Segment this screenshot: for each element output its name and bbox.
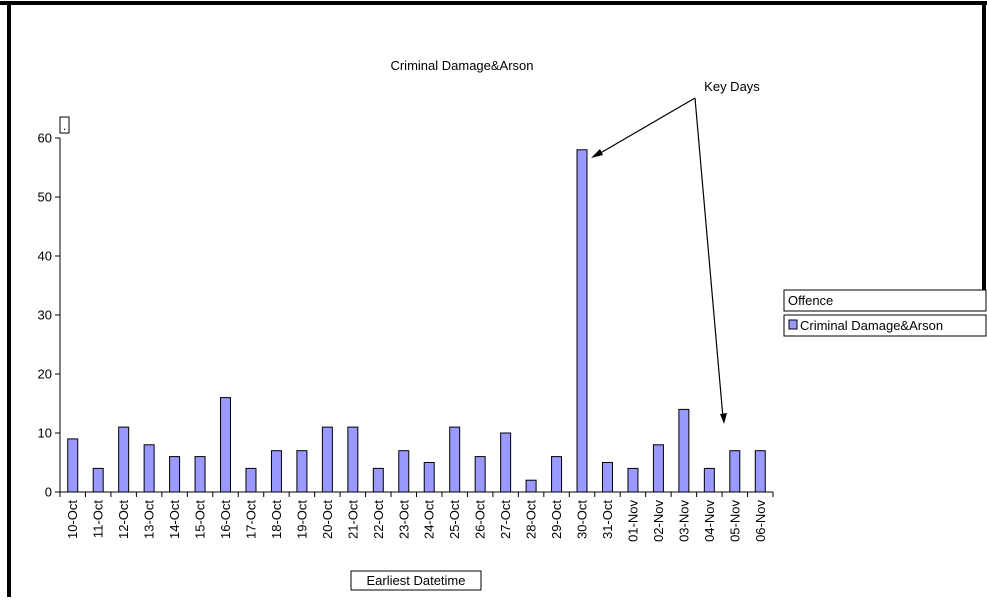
x-tick-label-26-Oct: 26-Oct [473, 500, 488, 539]
x-axis-label-box [350, 570, 482, 591]
bar-17-Oct [245, 467, 257, 493]
bar-14-Oct [169, 456, 181, 493]
x-tick-label-04-Nov: 04-Nov [702, 500, 717, 542]
x-tick-label-14-Oct: 14-Oct [167, 500, 182, 539]
y-tick-label: 0 [45, 485, 52, 500]
bar-29-Oct [551, 456, 563, 493]
y-axis-label-box [59, 116, 70, 134]
x-tick-label-10-Oct: 10-Oct [65, 500, 80, 539]
x-tick-label-29-Oct: 29-Oct [549, 500, 564, 539]
legend-title: Offence [788, 293, 833, 308]
bar-13-Oct [143, 444, 155, 493]
bar-23-Oct [398, 450, 410, 493]
bar-21-Oct [347, 426, 359, 493]
arrowhead-05-nov [720, 413, 727, 424]
x-tick-label-28-Oct: 28-Oct [524, 500, 539, 539]
x-tick-label-01-Nov: 01-Nov [625, 500, 640, 542]
x-tick-label-23-Oct: 23-Oct [396, 500, 411, 539]
bar-05-Nov [729, 450, 741, 493]
arrow-to-30-oct [596, 97, 696, 156]
x-tick-label-24-Oct: 24-Oct [422, 500, 437, 539]
x-tick-label-17-Oct: 17-Oct [243, 500, 258, 539]
x-tick-label-05-Nov: 05-Nov [727, 500, 742, 542]
bar-12-Oct [118, 426, 130, 493]
y-axis-label: . [63, 119, 66, 133]
x-tick-label-16-Oct: 16-Oct [218, 500, 233, 539]
bar-01-Nov [627, 467, 639, 493]
bar-02-Nov [652, 444, 664, 493]
arrowhead-30-oct [591, 149, 603, 158]
bar-30-Oct [576, 149, 588, 493]
y-axis: 0 10 20 30 40 50 60 [38, 131, 61, 500]
x-tick-label-06-Nov: 06-Nov [753, 500, 768, 542]
y-tick-label: 40 [38, 249, 52, 264]
x-tick-label-19-Oct: 19-Oct [294, 500, 309, 539]
x-tick-label-03-Nov: 03-Nov [676, 500, 691, 542]
bar-25-Oct [449, 426, 461, 493]
x-tick-label-31-Oct: 31-Oct [600, 500, 615, 539]
chart-title: Criminal Damage&Arson [390, 58, 533, 73]
legend-swatch [788, 319, 798, 330]
bar-22-Oct [372, 467, 384, 493]
y-tick-label: 20 [38, 367, 52, 382]
x-axis-label: Earliest Datetime [367, 573, 466, 588]
bar-10-Oct [67, 438, 79, 493]
y-tick-label: 10 [38, 426, 52, 441]
x-tick-label-02-Nov: 02-Nov [651, 500, 666, 542]
y-tick-label: 50 [38, 190, 52, 205]
bar-16-Oct [220, 397, 232, 493]
annotation-arrows [591, 97, 727, 424]
x-axis: 10-Oct 11-Oct 12-Oct 13-Oct 14-Oct 15-Oct 16-O… [59, 491, 774, 542]
x-tick-label-13-Oct: 13-Oct [142, 500, 157, 539]
annotation-key-days: Key Days [704, 79, 760, 94]
bar-28-Oct [525, 479, 537, 493]
bar-series [67, 149, 766, 493]
x-tick-label-11-Oct: 11-Oct [91, 500, 106, 538]
bar-03-Nov [678, 408, 690, 493]
x-tick-label-12-Oct: 12-Oct [116, 500, 131, 539]
x-tick-label-18-Oct: 18-Oct [269, 500, 284, 539]
bar-06-Nov [754, 450, 766, 493]
y-tick-label: 30 [38, 308, 52, 323]
y-tick-label: 60 [38, 131, 52, 146]
x-tick-label-27-Oct: 27-Oct [498, 500, 513, 539]
bar-19-Oct [296, 450, 308, 493]
bar-18-Oct [270, 450, 282, 493]
bar-04-Nov [703, 467, 715, 493]
x-tick-label-20-Oct: 20-Oct [320, 500, 335, 539]
x-tick-label-30-Oct: 30-Oct [575, 500, 590, 539]
legend-title-box [783, 289, 987, 312]
bar-11-Oct [92, 467, 104, 493]
bar-31-Oct [601, 462, 613, 493]
legend-item-label: Criminal Damage&Arson [800, 318, 943, 333]
bar-24-Oct [423, 462, 435, 493]
x-tick-label-22-Oct: 22-Oct [371, 500, 386, 539]
bar-15-Oct [194, 456, 206, 493]
bar-26-Oct [474, 456, 486, 493]
legend-item-box [783, 314, 987, 337]
x-tick-label-25-Oct: 25-Oct [447, 500, 462, 539]
bar-27-Oct [500, 432, 512, 493]
bar-20-Oct [321, 426, 333, 493]
x-tick-label-15-Oct: 15-Oct [193, 500, 208, 539]
arrow-to-05-nov [694, 97, 724, 419]
x-tick-label-21-Oct: 21-Oct [345, 500, 360, 539]
legend: Offence Criminal Damage&Arson [783, 289, 987, 337]
